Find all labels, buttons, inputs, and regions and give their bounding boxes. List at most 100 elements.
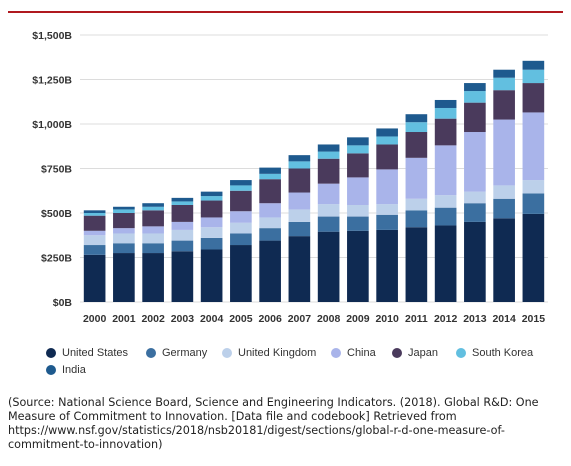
bar-segment (522, 213, 545, 302)
bar-segment (317, 231, 340, 302)
bar-segment (259, 167, 281, 174)
y-tick-label: $250B (41, 253, 72, 265)
bar-segment (317, 183, 340, 205)
bar-segment (113, 228, 135, 234)
x-tick-label: 2003 (171, 313, 195, 325)
top-rule (8, 11, 563, 13)
bar-segment (288, 192, 311, 210)
source-citation: (Source: National Science Board, Science… (8, 396, 539, 451)
bar-segment (288, 155, 311, 162)
bar-segment (200, 227, 223, 238)
bar-segment (259, 240, 281, 302)
y-tick-label: $750B (41, 164, 72, 176)
bar-segment (83, 245, 106, 255)
x-tick-label: 2015 (522, 313, 546, 325)
legend-swatch (331, 348, 341, 358)
legend-label: China (347, 347, 376, 359)
bar-segment (171, 201, 194, 205)
bar-segment (83, 213, 106, 216)
legend-swatch (222, 348, 232, 358)
bar-segment (171, 204, 194, 222)
bar-segment (142, 210, 164, 227)
bar-segment (142, 203, 164, 207)
bar-segment (113, 253, 135, 302)
bar-segment (434, 225, 457, 302)
bar-segment (493, 198, 515, 219)
bar-segment (464, 203, 486, 222)
bar-segment (230, 222, 252, 234)
bar-segment (200, 200, 223, 218)
bar-segment (522, 112, 545, 181)
bar-segment (464, 83, 486, 92)
bar-segment (464, 221, 486, 302)
bar-segment (405, 114, 428, 123)
legend-item: Japan (392, 347, 438, 359)
bar-segment (522, 60, 545, 70)
bar-segment (142, 226, 164, 234)
bar-segment (288, 168, 311, 193)
bar-segment (464, 191, 486, 204)
bar-segment (259, 179, 281, 204)
bar-segment (230, 180, 252, 186)
bar-segment (171, 229, 194, 241)
y-tick-label: $500B (41, 208, 72, 220)
y-axis-ticks: $0B $250B $500B $750B $1,000B $1,250B $1,500B (32, 30, 72, 309)
legend-item: South Korea (456, 347, 533, 359)
legend-item: United Kingdom (222, 347, 316, 359)
bar-segment (493, 185, 515, 199)
bar-segment (376, 214, 398, 230)
bar-segment (259, 217, 281, 229)
bar-segment (200, 196, 223, 201)
bar-segment (230, 211, 252, 223)
bar-segment (288, 209, 311, 222)
bar-segment (347, 230, 369, 302)
x-axis-ticks: 2000 2001 2002 2003 2004 2005 2006 2007 2008 2009… (83, 313, 545, 325)
bar-segment (376, 229, 398, 302)
x-tick-label: 2000 (83, 313, 107, 325)
bar-segment (200, 191, 223, 197)
legend-label: United States (62, 347, 129, 359)
bar-segment (259, 228, 281, 241)
bar-segment (405, 122, 428, 133)
bar-segment (230, 233, 252, 246)
x-tick-label: 2011 (405, 313, 428, 325)
bar-segment (288, 161, 311, 169)
x-tick-label: 2002 (141, 313, 165, 325)
bars (83, 60, 545, 302)
legend-label: Japan (408, 347, 438, 359)
bar-segment (171, 221, 194, 230)
bar-segment (171, 251, 194, 302)
bar-segment (259, 173, 281, 180)
legend-item: United States (46, 347, 128, 359)
bar-segment (434, 145, 457, 196)
bar-segment (142, 243, 164, 254)
x-tick-label: 2012 (434, 313, 458, 325)
legend-label: India (62, 364, 86, 376)
bar-segment (113, 213, 135, 229)
x-tick-label: 2010 (375, 313, 399, 325)
y-tick-label: $1,500B (32, 30, 72, 42)
x-tick-label: 2004 (200, 313, 224, 325)
bar-segment (317, 151, 340, 159)
bar-segment (230, 185, 252, 191)
legend-label: South Korea (472, 347, 534, 359)
x-tick-label: 2006 (258, 313, 282, 325)
bar-segment (464, 91, 486, 103)
bar-segment (376, 204, 398, 215)
bar-segment (522, 193, 545, 214)
bar-segment (113, 243, 135, 254)
bar-segment (171, 197, 194, 202)
legend-label: United Kingdom (238, 347, 317, 359)
y-tick-label: $1,000B (32, 119, 72, 131)
bar-segment (434, 207, 457, 226)
bar-segment (434, 118, 457, 146)
x-tick-label: 2001 (112, 313, 136, 325)
bar-segment (200, 217, 223, 228)
legend-swatch (146, 348, 156, 358)
bar-segment (464, 102, 486, 133)
x-tick-label: 2007 (288, 313, 312, 325)
x-tick-label: 2009 (346, 313, 370, 325)
legend-item: India (46, 364, 86, 376)
bar-segment (522, 69, 545, 84)
bar-segment (464, 132, 486, 192)
